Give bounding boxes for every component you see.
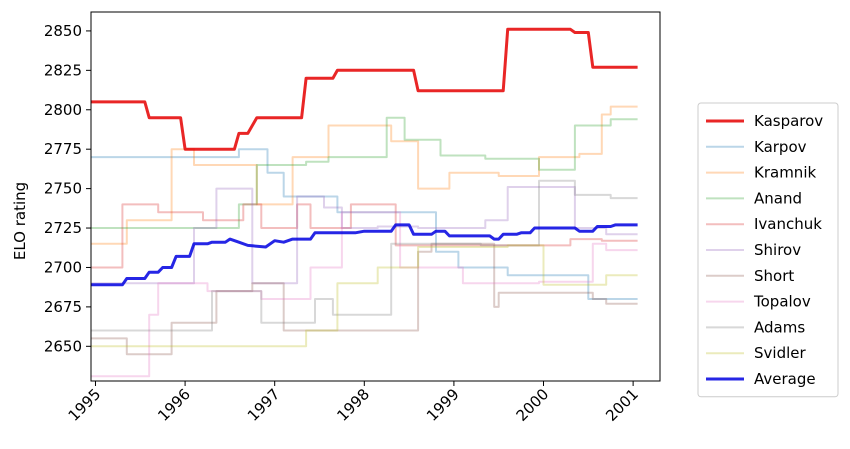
y-tick-label: 2700 <box>44 258 82 276</box>
legend-label-shirov: Shirov <box>754 241 801 259</box>
legend-label-topalov: Topalov <box>753 293 811 311</box>
x-tick-label: 1995 <box>65 385 105 425</box>
legend-label-karpov: Karpov <box>754 138 807 156</box>
y-tick-label: 2675 <box>44 298 82 316</box>
y-tick-label: 2650 <box>44 337 82 355</box>
x-tick-label: 1999 <box>423 385 463 425</box>
series-line-kasparov <box>91 27 638 151</box>
series-line-adams <box>91 179 638 332</box>
plot-frame <box>90 11 661 382</box>
legend-label-adams: Adams <box>754 318 805 336</box>
series-line-ivanchuk <box>91 203 638 269</box>
x-tick-label: 1996 <box>154 385 194 425</box>
x-tick-label: 1997 <box>244 385 284 425</box>
plot-lines <box>91 27 638 378</box>
y-tick-label: 2800 <box>44 101 82 119</box>
series-line-shirov <box>91 186 638 285</box>
y-tick-label: 2725 <box>44 219 82 237</box>
series-line-topalov <box>91 211 638 378</box>
legend-label-kasparov: Kasparov <box>754 112 823 130</box>
legend-label-anand: Anand <box>754 189 802 207</box>
y-tick-label: 2775 <box>44 140 82 158</box>
y-tick-label: 2750 <box>44 180 82 198</box>
legend-label-ivanchuk: Ivanchuk <box>754 215 822 233</box>
y-axis-label: ELO rating <box>11 182 29 260</box>
legend-label-average: Average <box>754 370 816 388</box>
series-line-kramnik <box>91 105 638 245</box>
series-line-karpov <box>91 148 638 300</box>
legend: Kasparov Karpov Kramnik Anand Ivanchuk Shirov… <box>697 102 839 398</box>
y-tick-label: 2825 <box>44 61 82 79</box>
legend-box <box>697 102 839 398</box>
x-tick-label: 2001 <box>602 385 642 425</box>
x-axis: 1995 1996 1997 1998 1999 2000 2001 <box>65 381 642 425</box>
x-tick-label: 2000 <box>513 385 553 425</box>
series-line-svidler <box>91 244 638 348</box>
series-line-anand <box>91 116 638 229</box>
legend-label-kramnik: Kramnik <box>754 164 816 182</box>
y-axis: 2650 2675 2700 2725 2750 2775 2800 2825 2850 <box>44 22 91 355</box>
legend-label-svidler: Svidler <box>754 344 806 362</box>
series-line-short <box>91 242 638 356</box>
x-tick-label: 1998 <box>333 385 373 425</box>
series-line-average <box>91 223 638 287</box>
legend-label-short: Short <box>754 267 794 285</box>
y-tick-label: 2850 <box>44 22 82 40</box>
